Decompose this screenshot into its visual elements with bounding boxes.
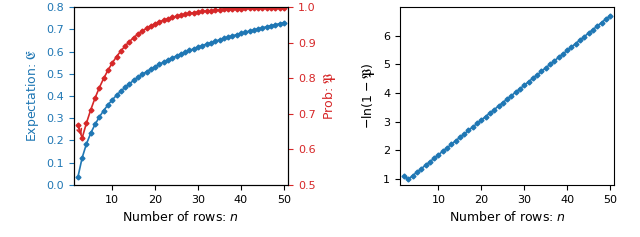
Y-axis label: Expectation: $\mathfrak{E}$: Expectation: $\mathfrak{E}$ [24, 50, 40, 142]
Y-axis label: Prob: $\mathfrak{P}$: Prob: $\mathfrak{P}$ [321, 72, 338, 120]
X-axis label: Number of rows: $n$: Number of rows: $n$ [122, 210, 239, 224]
Y-axis label: $-\ln(1 - \mathfrak{P})$: $-\ln(1 - \mathfrak{P})$ [360, 63, 378, 129]
X-axis label: Number of rows: $n$: Number of rows: $n$ [449, 210, 566, 224]
